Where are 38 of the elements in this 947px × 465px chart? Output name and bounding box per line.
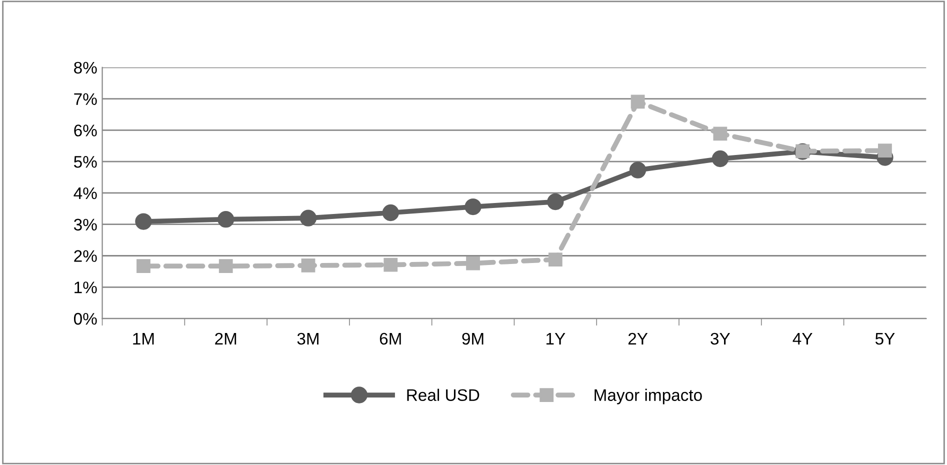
y-tick-label: 2% xyxy=(74,250,97,262)
x-tick-label: 9M xyxy=(462,332,484,345)
y-tick-label: 8% xyxy=(74,62,97,74)
point xyxy=(712,150,729,168)
legend-label: Mayor impacto xyxy=(594,388,702,404)
y-tick-label: 0% xyxy=(74,312,97,325)
point xyxy=(629,162,646,178)
point xyxy=(382,204,399,222)
point xyxy=(218,259,233,274)
x-tick-label: 3Y xyxy=(710,332,730,345)
point xyxy=(464,198,482,216)
x-tick-label: 6M xyxy=(380,332,401,345)
x-tick-label: 5Y xyxy=(875,333,895,345)
point xyxy=(466,256,480,270)
y-tick-label: 1% xyxy=(74,282,97,294)
x-tick-label: 3M xyxy=(297,332,318,345)
point xyxy=(713,126,728,141)
point xyxy=(384,258,398,272)
x-tick-label: 4Y xyxy=(792,333,812,344)
point xyxy=(300,210,317,226)
y-tick-label: 4% xyxy=(74,187,97,200)
point xyxy=(301,258,316,272)
point xyxy=(218,211,234,228)
y-tick-label: 5% xyxy=(74,156,97,168)
x-tick-label: 2Y xyxy=(628,332,648,344)
y-tick-label: 3% xyxy=(74,218,97,231)
point xyxy=(136,259,150,274)
x-tick-label: 2M xyxy=(215,332,236,344)
legend-label: Real USD xyxy=(407,388,480,402)
point xyxy=(547,193,564,210)
y-tick-label: 7% xyxy=(74,93,97,105)
point xyxy=(878,144,892,158)
y-tick-label: 6% xyxy=(74,124,97,136)
point xyxy=(135,213,152,230)
point xyxy=(548,252,562,266)
point xyxy=(630,94,645,109)
x-tick-label: 1Y xyxy=(546,333,566,344)
x-tick-label: 1M xyxy=(133,333,154,344)
